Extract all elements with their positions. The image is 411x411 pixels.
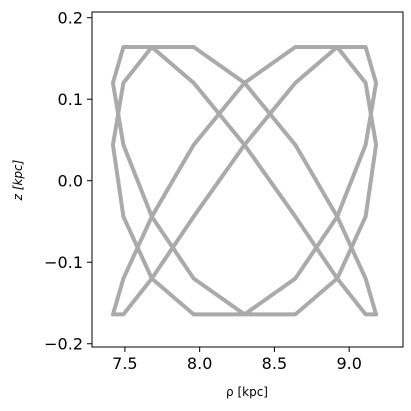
y-tick-label: 0.0: [58, 172, 83, 191]
x-tick-label: 8.0: [187, 354, 212, 373]
plot-frame: [91, 11, 404, 348]
x-axis-label: ρ [kpc]: [226, 385, 268, 399]
x-tick-label: 9.0: [336, 354, 361, 373]
y-tick-label: 0.1: [58, 90, 83, 109]
x-tick-label: 7.5: [112, 354, 137, 373]
x-tick-label: 8.5: [262, 354, 287, 373]
orbit-line: [110, 45, 379, 317]
y-axis-label: z [kpc]: [11, 159, 25, 201]
y-tick-label: −0.1: [44, 253, 83, 272]
y-tick-label: −0.2: [44, 335, 83, 354]
y-tick-label: 0.2: [58, 9, 83, 28]
